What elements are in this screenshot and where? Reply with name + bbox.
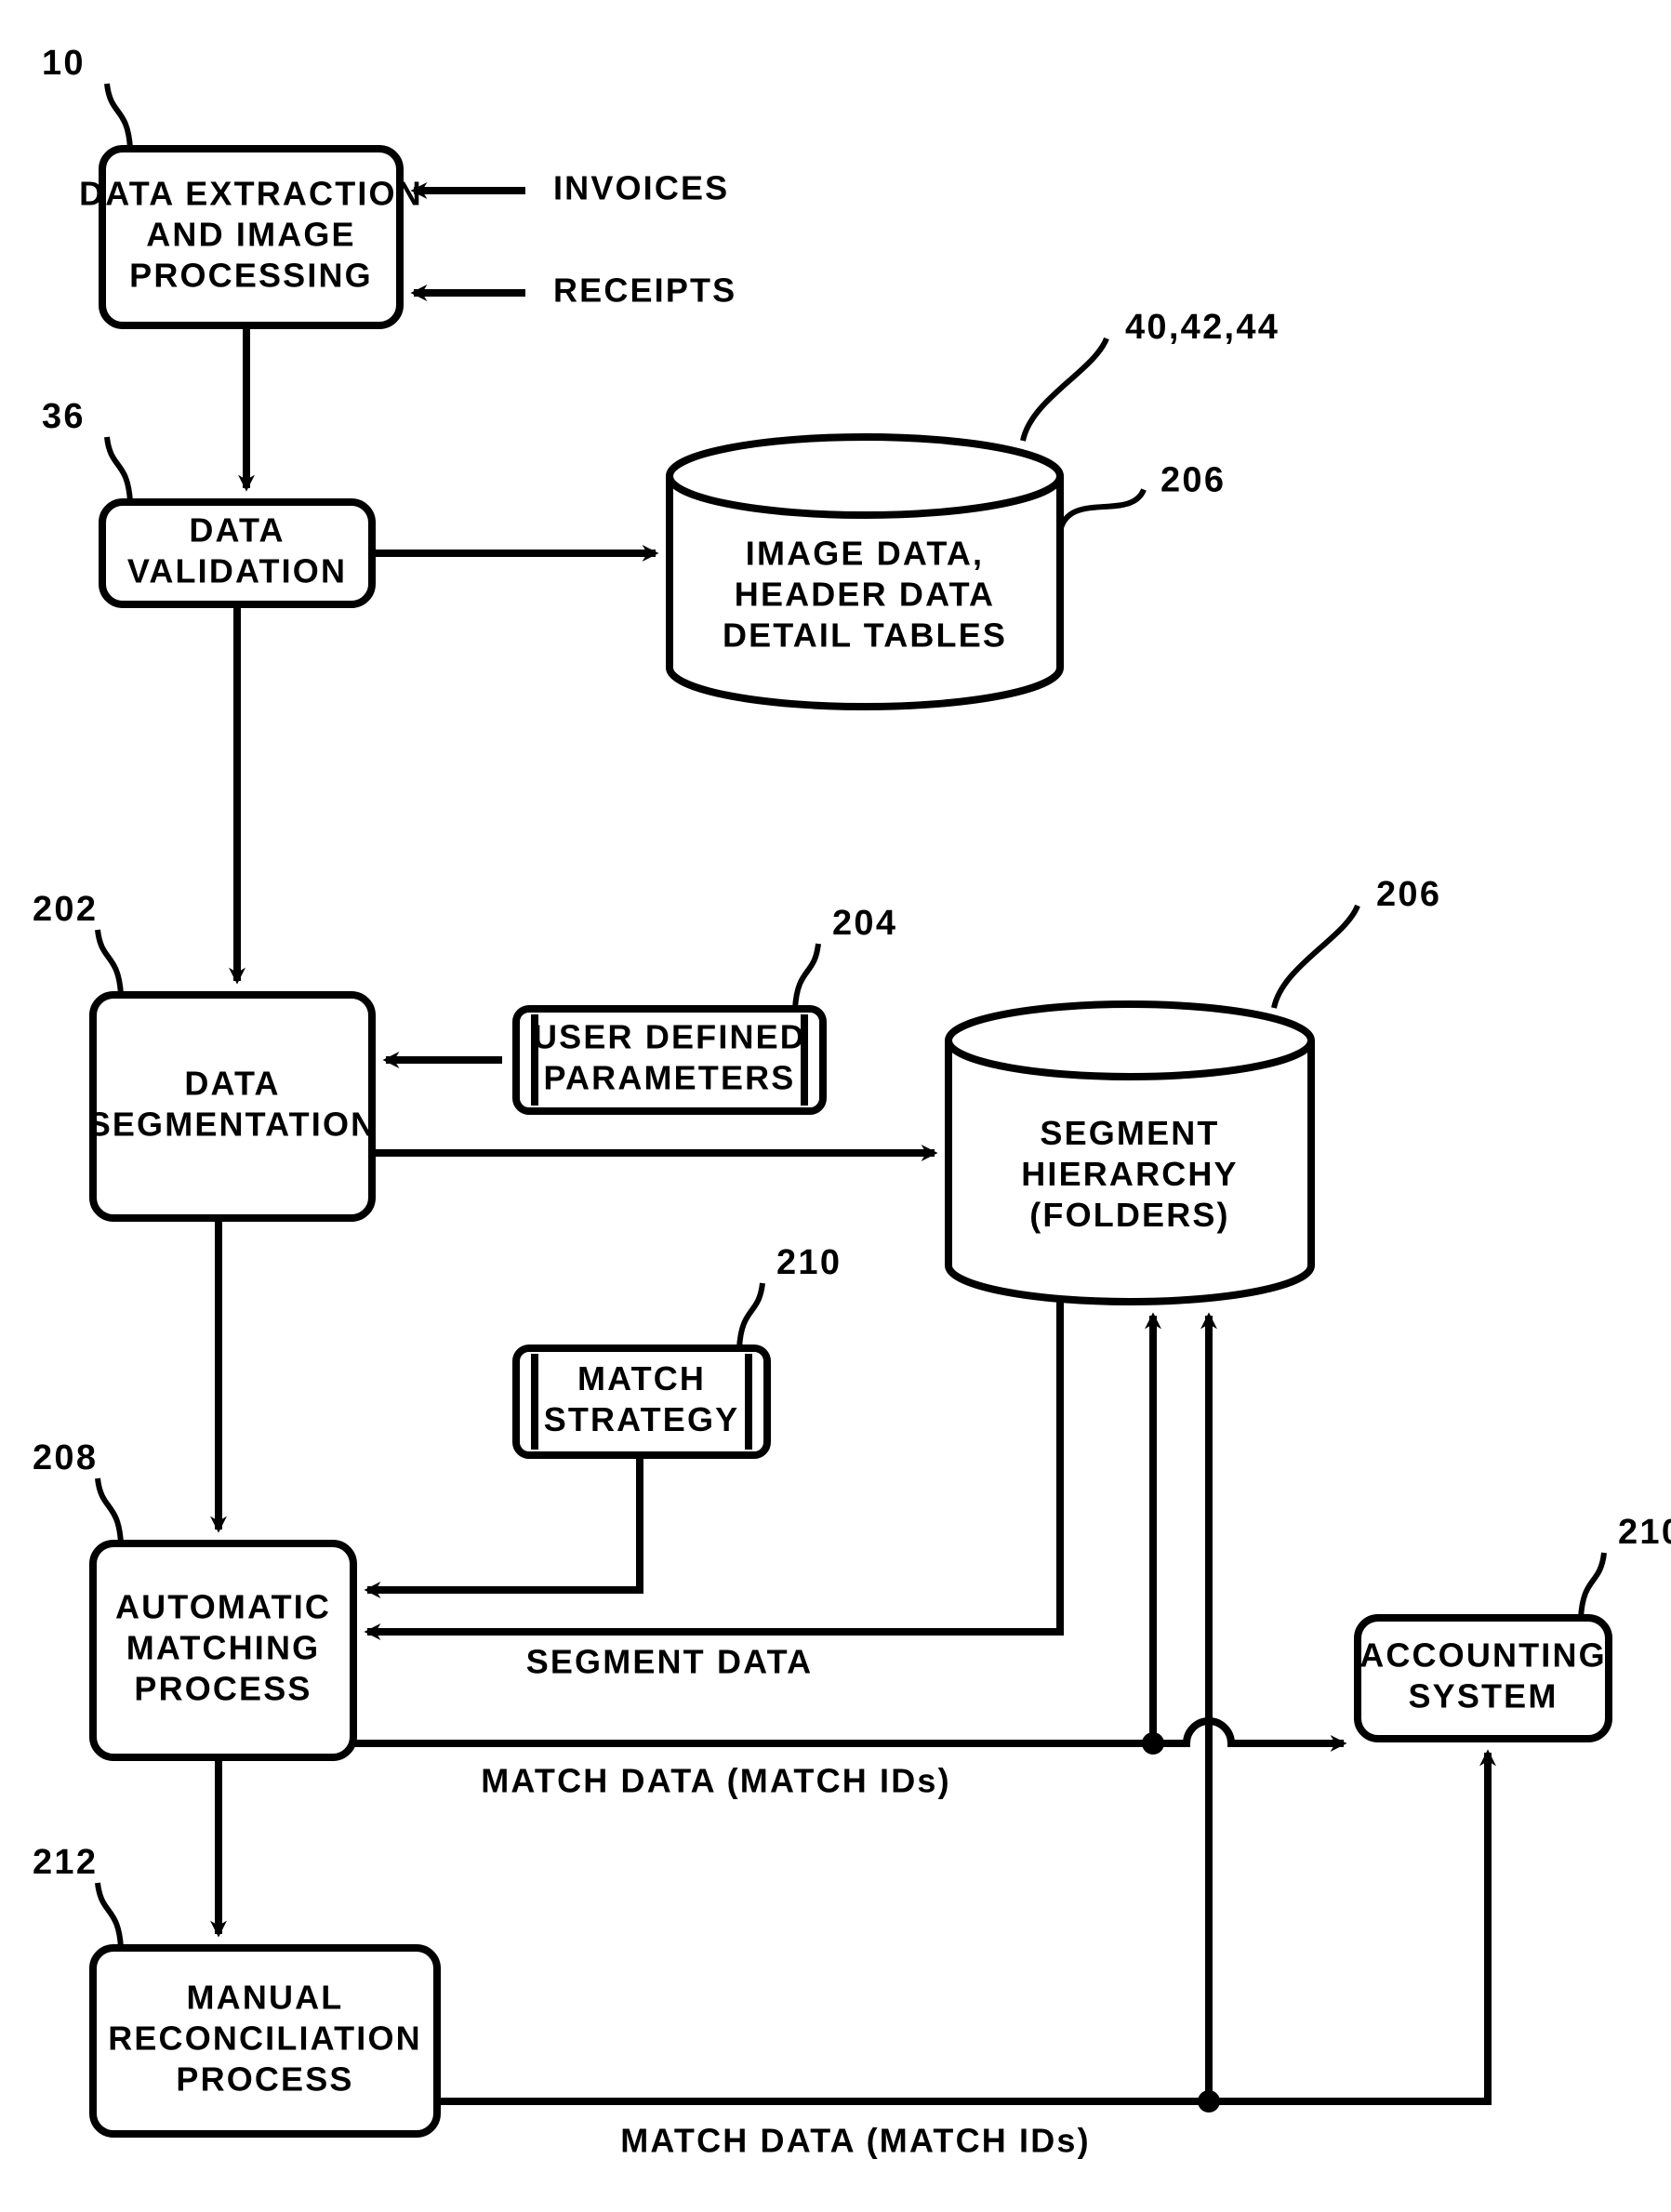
ref-number: 40,42,44 — [1125, 308, 1280, 347]
ref-number: 206 — [1376, 875, 1441, 914]
n10: DATA EXTRACTIONAND IMAGEPROCESSING — [79, 149, 423, 325]
ref-leader — [1023, 338, 1107, 441]
label-match1: MATCH DATA (MATCH IDs) — [481, 1762, 950, 1800]
db1-text-line-0: IMAGE DATA, — [746, 535, 984, 573]
ref-leader — [1581, 1553, 1604, 1618]
db1-text-line-2: DETAIL TABLES — [723, 616, 1007, 654]
ref-number: 210 — [776, 1243, 842, 1282]
n208-text-line-1: MATCHING — [126, 1629, 321, 1667]
ref-number: 210 — [1618, 1513, 1671, 1552]
n210m: MATCHSTRATEGY — [516, 1348, 767, 1455]
n204-text-line-0: USER DEFINED — [533, 1018, 806, 1056]
ref-leader — [98, 1478, 121, 1543]
edge-e_out_acct_hop — [1153, 1721, 1344, 1743]
label-receipts: RECEIPTS — [553, 272, 736, 310]
n210m-text-line-1: STRATEGY — [544, 1400, 740, 1438]
n204: USER DEFINEDPARAMETERS — [516, 1009, 823, 1111]
ref-leader — [107, 84, 130, 149]
n36-text-line-0: DATA — [189, 511, 285, 550]
db2-text-line-2: (FOLDERS) — [1029, 1196, 1229, 1234]
flowchart-canvas: DATA EXTRACTIONAND IMAGEPROCESSINGDATAVA… — [0, 0, 1671, 2212]
label-invoices: INVOICES — [553, 169, 729, 207]
ref-number: 206 — [1160, 461, 1226, 500]
n208-text-line-0: AUTOMATIC — [115, 1588, 331, 1626]
n36-text-line-1: VALIDATION — [127, 551, 347, 589]
ref-leader — [98, 930, 121, 995]
db1-text-line-1: HEADER DATA — [735, 576, 995, 614]
n202-text-line-0: DATA — [184, 1065, 280, 1103]
n202: DATASEGMENTATION — [88, 995, 378, 1218]
ref-leader — [1274, 906, 1358, 1008]
label-match2: MATCH DATA (MATCH IDs) — [620, 2122, 1090, 2160]
n10-text-line-2: PROCESSING — [129, 256, 373, 294]
n202-text-line-1: SEGMENTATION — [88, 1105, 378, 1143]
n10-text-line-1: AND IMAGE — [146, 216, 355, 254]
label-segdata: SEGMENT DATA — [526, 1643, 814, 1681]
ref-leader — [795, 944, 818, 1009]
ref-leader — [1060, 490, 1144, 532]
db2-text-line-1: HIERARCHY — [1021, 1155, 1238, 1193]
n212: MANUALRECONCILIATIONPROCESS — [93, 1948, 437, 2134]
n10-text-line-0: DATA EXTRACTION — [79, 175, 423, 213]
n36: DATAVALIDATION — [102, 502, 372, 604]
n204-text-line-1: PARAMETERS — [544, 1058, 796, 1096]
n208: AUTOMATICMATCHINGPROCESS — [93, 1543, 353, 1757]
ref-number: 212 — [33, 1843, 98, 1882]
ref-number: 36 — [42, 397, 86, 436]
n212-text-line-0: MANUAL — [187, 1979, 344, 2017]
n210m-text-line-0: MATCH — [577, 1359, 706, 1397]
n212-text-line-2: PROCESS — [176, 2060, 353, 2098]
db1: IMAGE DATA,HEADER DATADETAIL TABLES — [670, 437, 1060, 707]
ref-number: 204 — [832, 904, 897, 943]
nAcct: ACCOUNTINGSYSTEM — [1358, 1618, 1609, 1739]
db2-text-line-0: SEGMENT — [1040, 1114, 1219, 1152]
db2: SEGMENTHIERARCHY(FOLDERS) — [948, 1004, 1311, 1302]
edge-e_212_acct — [1209, 1753, 1488, 2101]
edge-e_210m_208 — [367, 1455, 640, 1590]
nAcct-text-line-1: SYSTEM — [1409, 1676, 1558, 1715]
ref-number: 202 — [33, 890, 98, 929]
n212-text-line-1: RECONCILIATION — [108, 2020, 422, 2058]
ref-leader — [98, 1883, 121, 1948]
ref-number: 208 — [33, 1438, 98, 1477]
ref-leader — [739, 1283, 763, 1348]
ref-leader — [107, 437, 130, 502]
ref-number: 10 — [42, 44, 86, 83]
nAcct-text-line-0: ACCOUNTING — [1359, 1636, 1607, 1675]
n208-text-line-2: PROCESS — [134, 1669, 312, 1707]
